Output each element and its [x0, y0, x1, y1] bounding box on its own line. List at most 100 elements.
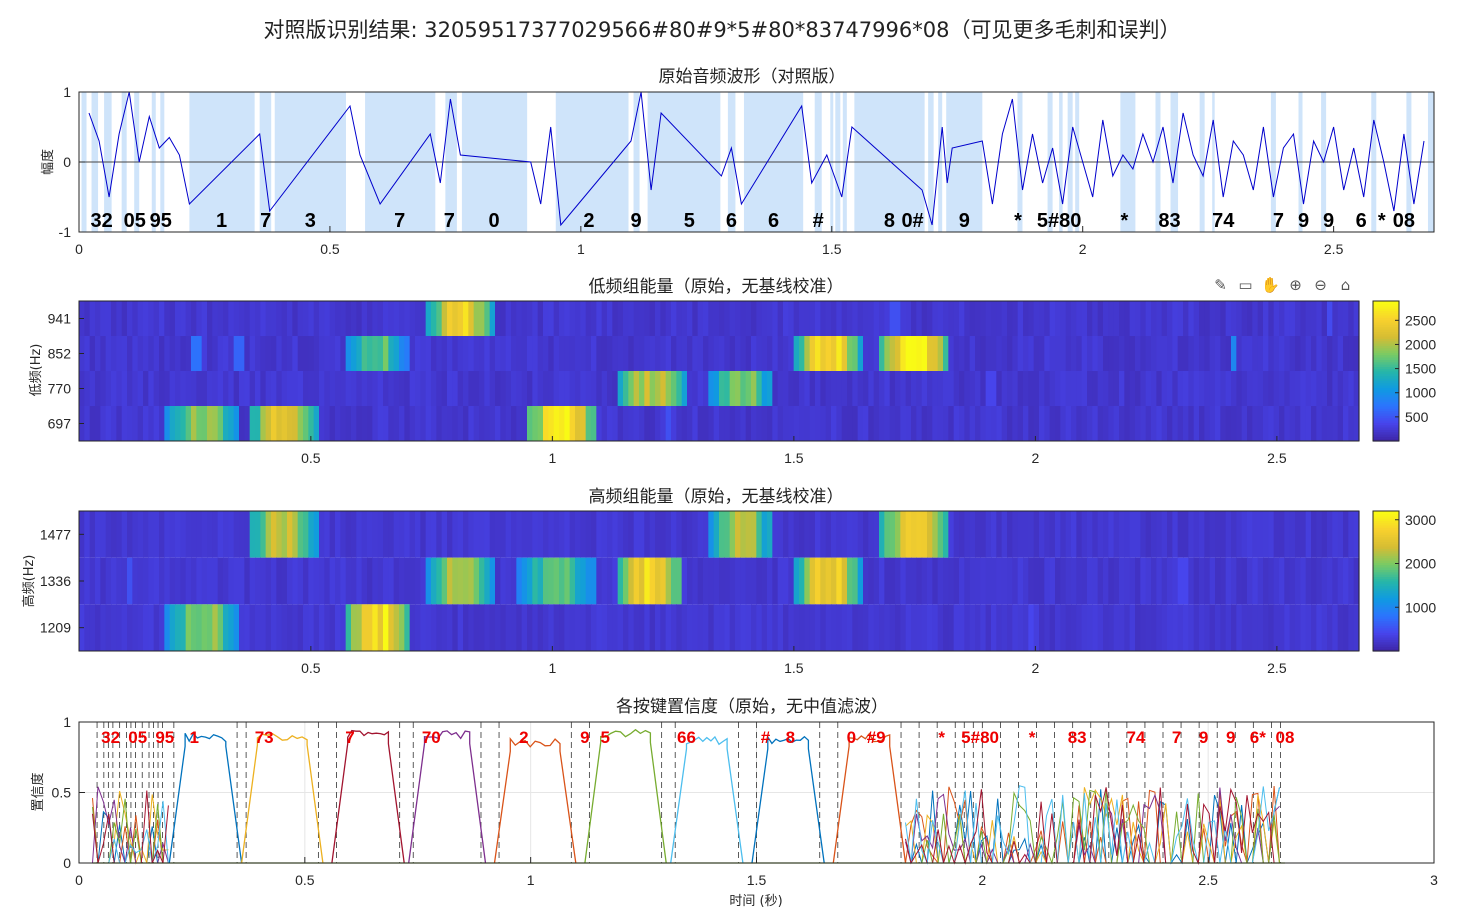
heat-cell	[975, 511, 981, 558]
heat-cell	[1076, 511, 1083, 558]
heat-cell	[575, 604, 581, 651]
heat-cell	[308, 557, 315, 605]
heat-cell	[1231, 406, 1237, 441]
heat-cell	[900, 604, 907, 651]
heat-cell	[969, 371, 976, 406]
heat-cell	[900, 557, 907, 605]
zoom-out-icon[interactable]: ⊖	[1314, 276, 1327, 294]
axes-toolbar: ✎ ▭ ✋ ⊕ ⊖ ⌂	[1210, 274, 1356, 296]
heat-cell	[1247, 301, 1253, 336]
brush-icon[interactable]: ✎	[1214, 276, 1227, 294]
heat-cell	[436, 557, 443, 605]
heat-cell	[244, 406, 251, 441]
heat-cell	[580, 511, 587, 558]
heat-cell	[1220, 371, 1227, 406]
heat-cell	[1044, 406, 1051, 441]
heat-cell	[1300, 604, 1307, 651]
heat-cell	[377, 371, 384, 406]
heat-cell	[356, 557, 363, 605]
heat-cell	[703, 557, 709, 605]
heat-cell	[425, 371, 432, 406]
colorbar-cell	[1373, 359, 1399, 363]
segment-label: 95	[150, 210, 172, 232]
heat-cell	[1220, 336, 1227, 371]
heat-cell	[681, 371, 688, 406]
heat-cell	[516, 336, 523, 371]
colorbar-cell	[1373, 303, 1399, 307]
key-label: 0	[847, 728, 856, 747]
home-icon[interactable]: ⌂	[1340, 276, 1351, 294]
heat-cell	[484, 511, 491, 558]
heat-cell	[927, 336, 933, 371]
heat-cell	[388, 406, 395, 441]
segment-label: 32	[90, 210, 112, 232]
heat-cell	[804, 336, 811, 371]
high-freq-title: 高频组能量（原始，无基线校准）	[589, 487, 844, 507]
heat-cell	[729, 336, 736, 371]
heat-cell	[1033, 336, 1040, 371]
heat-cell	[537, 557, 544, 605]
heat-cell	[1236, 371, 1243, 406]
x-tick-label: 0.5	[320, 241, 340, 257]
heat-cell	[244, 371, 251, 406]
heat-cell	[948, 371, 955, 406]
heat-cell	[1199, 336, 1205, 371]
heat-cell	[148, 604, 155, 651]
heat-cell	[377, 406, 384, 441]
colorbar-cell	[1373, 319, 1399, 323]
heat-cell	[1060, 604, 1067, 651]
data-tip-icon[interactable]: ▭	[1238, 276, 1253, 294]
heat-cell	[585, 511, 592, 558]
heat-cell	[1279, 557, 1285, 605]
heat-cell	[1295, 557, 1301, 605]
heat-cell	[671, 406, 677, 441]
heat-cell	[617, 604, 624, 651]
heat-cell	[1081, 336, 1088, 371]
heat-cell	[1140, 301, 1147, 336]
heat-cell	[548, 511, 555, 558]
heat-cell	[489, 511, 496, 558]
heat-cell	[761, 301, 768, 336]
heat-cell	[1023, 406, 1029, 441]
heat-cell	[345, 511, 352, 558]
heat-cell	[367, 371, 373, 406]
colorbar-cell	[1373, 543, 1399, 547]
heat-cell	[969, 511, 976, 558]
heat-cell	[335, 511, 341, 558]
heat-cell	[383, 371, 389, 406]
heat-cell	[1017, 604, 1024, 651]
heat-cell	[351, 301, 357, 336]
heat-cell	[724, 557, 731, 605]
heat-cell	[409, 604, 416, 651]
heat-cell	[1156, 557, 1163, 605]
heat-cell	[329, 301, 336, 336]
heat-cell	[521, 604, 528, 651]
zoom-in-icon[interactable]: ⊕	[1289, 276, 1302, 294]
heat-cell	[121, 336, 128, 371]
heat-cell	[591, 511, 597, 558]
heat-cell	[319, 557, 325, 605]
heat-cell	[1023, 511, 1029, 558]
heat-cell	[345, 604, 352, 651]
heat-cell	[1039, 336, 1045, 371]
heat-cell	[148, 557, 155, 605]
heat-cell	[276, 406, 283, 441]
pan-hand-icon[interactable]: ✋	[1261, 276, 1280, 294]
heat-cell	[948, 511, 955, 558]
heat-cell	[916, 371, 923, 406]
heat-cell	[1151, 336, 1157, 371]
heat-cell	[905, 371, 912, 406]
heat-cell	[1188, 336, 1195, 371]
heat-cell	[260, 557, 267, 605]
heat-cell	[441, 511, 448, 558]
colorbar-cell	[1373, 609, 1399, 612]
heat-cell	[799, 511, 805, 558]
heat-cell	[105, 336, 112, 371]
heat-cell	[980, 604, 987, 651]
heat-cell	[452, 557, 459, 605]
heat-cell	[1273, 371, 1280, 406]
